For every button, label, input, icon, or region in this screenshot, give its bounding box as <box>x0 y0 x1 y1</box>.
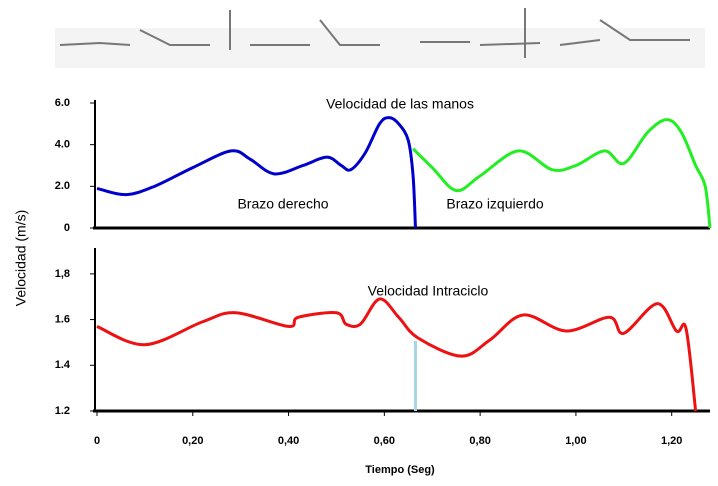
swimmer-strip <box>55 8 705 68</box>
y-tick-label: 2.0 <box>55 180 70 192</box>
y-tick-label: 6.0 <box>55 97 70 109</box>
y-tick-label: 1.4 <box>55 359 71 371</box>
x-tick-label: 0,80 <box>469 435 490 447</box>
x-tick-label: 0,40 <box>278 435 299 447</box>
x-tick-label: 0,60 <box>374 435 395 447</box>
y-tick-label: 1,8 <box>55 268 70 280</box>
chart-title: Velocidad Intraciclo <box>368 283 489 299</box>
y-tick-label: 0 <box>64 222 70 234</box>
series-label: Brazo derecho <box>237 196 328 212</box>
chart-title: Velocidad de las manos <box>326 96 474 112</box>
x-tick-label: 1,20 <box>661 435 682 447</box>
y-tick-label: 4.0 <box>55 139 70 151</box>
x-tick-label: 1,00 <box>565 435 586 447</box>
series-line <box>96 297 698 412</box>
series-label: Brazo izquierdo <box>446 196 543 212</box>
x-tick-label: 0,20 <box>182 435 203 447</box>
x-tick-label: 0 <box>94 435 100 447</box>
y-tick-label: 1.6 <box>55 313 70 325</box>
x-axis-label: Tiempo (Seg) <box>365 464 435 476</box>
y-axis-label: Velocidad (m/s) <box>13 210 29 306</box>
series-line <box>96 116 417 229</box>
y-tick-label: 1.2 <box>55 405 70 417</box>
series-line <box>412 118 712 229</box>
